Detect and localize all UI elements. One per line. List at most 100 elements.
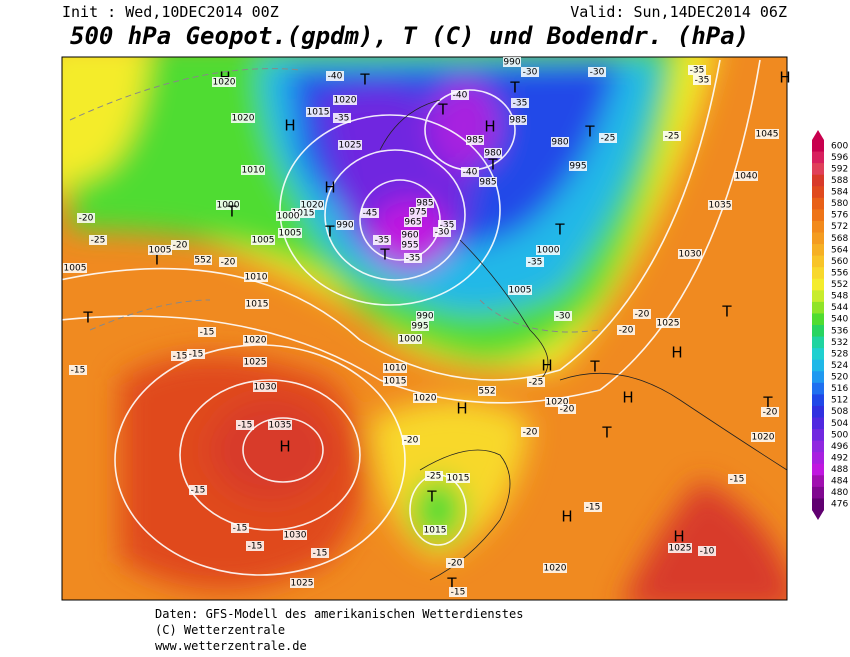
- pressure-center: H: [541, 357, 552, 375]
- pressure-center: T: [324, 223, 335, 241]
- colorbar-swatch: [812, 498, 824, 511]
- label-box: [526, 257, 544, 267]
- label-box: [663, 131, 681, 141]
- label-box: [245, 299, 269, 309]
- label-box: [521, 427, 539, 437]
- contour-label: -15: [191, 486, 206, 496]
- label-box: [466, 135, 484, 145]
- contour-label: -15: [248, 542, 263, 552]
- contour-label: 1020: [752, 433, 775, 443]
- contour-label: -30: [523, 68, 538, 78]
- colorbar-swatch: [812, 382, 824, 395]
- label-box: [728, 474, 746, 484]
- label-box: [416, 311, 434, 321]
- contour-label: 1000: [277, 212, 300, 222]
- label-box: [291, 208, 315, 218]
- label-box: [333, 95, 357, 105]
- pressure-center: H: [779, 69, 790, 87]
- pressure-center: T: [762, 394, 773, 412]
- colorbar-label: 592: [831, 164, 848, 174]
- colorbar-swatch: [812, 186, 824, 199]
- contour-label: -35: [375, 236, 390, 246]
- label-box: [551, 137, 569, 147]
- contour-label: 995: [569, 162, 586, 172]
- colorbar-top-cap: [812, 130, 824, 140]
- contour-label: 1020: [414, 394, 437, 404]
- contour-label: -15: [238, 421, 253, 431]
- contour-label: -35: [513, 99, 528, 109]
- contour-label: -20: [763, 408, 778, 418]
- colorbar-label: 568: [831, 234, 848, 244]
- pressure-center: H: [622, 389, 633, 407]
- colorbar-label: 548: [831, 292, 848, 302]
- label-box: [243, 357, 267, 367]
- label-box: [212, 77, 236, 87]
- pressure-center: H: [671, 344, 682, 362]
- label-box: [326, 71, 344, 81]
- label-box: [401, 230, 419, 240]
- contour-label: -20: [523, 428, 538, 438]
- colorbar-swatch: [812, 313, 824, 326]
- colorbar-label: 544: [831, 303, 848, 313]
- label-box: [338, 140, 362, 150]
- label-box: [411, 321, 429, 331]
- colorbar-label: 556: [831, 268, 848, 278]
- colorbar-swatch: [812, 475, 824, 488]
- label-box: [241, 165, 265, 175]
- colorbar-label: 524: [831, 361, 848, 371]
- contour-label: -15: [173, 352, 188, 362]
- contour-label: -15: [233, 524, 248, 534]
- label-box: [306, 107, 330, 117]
- contour-label: -20: [448, 559, 463, 569]
- pressure-center: H: [484, 118, 495, 136]
- contour-label: -20: [560, 405, 575, 415]
- colorbar-label: 552: [831, 280, 848, 290]
- contour-label: 1005: [149, 246, 172, 256]
- colorbar-swatch: [812, 325, 824, 338]
- label-box: [484, 148, 502, 158]
- contour-label: -20: [619, 326, 634, 336]
- colorbar-swatch: [812, 278, 824, 291]
- label-box: [511, 98, 529, 108]
- pressure-center: T: [487, 156, 498, 174]
- label-box: [404, 253, 422, 263]
- pressure-center: H: [561, 508, 572, 526]
- label-box: [409, 207, 427, 217]
- label-box: [243, 335, 267, 345]
- label-box: [693, 75, 711, 85]
- colorbar-label: 488: [831, 465, 848, 475]
- contour-label: -15: [313, 549, 328, 559]
- colorbar-swatch: [812, 255, 824, 268]
- label-box: [246, 541, 264, 551]
- contour-label: 985: [416, 199, 433, 209]
- map-frame: [61, 56, 788, 601]
- contour-label: -20: [221, 258, 236, 268]
- colorbar-label: 588: [831, 176, 848, 186]
- contour-label: -15: [71, 366, 86, 376]
- pressure-center: H: [456, 400, 467, 418]
- label-box: [404, 217, 422, 227]
- label-box: [438, 220, 456, 230]
- contour-label: -10: [700, 547, 715, 557]
- footer-url: www.wetterzentrale.de: [155, 639, 307, 653]
- colorbar-swatch: [812, 301, 824, 314]
- contour-label: -40: [463, 168, 478, 178]
- label-box: [283, 530, 307, 540]
- label-box: [433, 227, 451, 237]
- contour-label: 1000: [217, 201, 240, 211]
- pressure-center: T: [446, 575, 457, 593]
- label-box: [413, 393, 437, 403]
- label-box: [755, 129, 779, 139]
- colorbar-swatch: [812, 405, 824, 418]
- colorbar-swatch: [812, 394, 824, 407]
- contour-label: -35: [406, 254, 421, 264]
- label-box: [148, 245, 172, 255]
- contour-label: -30: [590, 68, 605, 78]
- colorbar-swatch: [812, 174, 824, 187]
- label-box: [69, 365, 87, 375]
- label-box: [383, 376, 407, 386]
- label-box: [698, 546, 716, 556]
- contour-label: 980: [551, 138, 568, 148]
- label-box: [527, 377, 545, 387]
